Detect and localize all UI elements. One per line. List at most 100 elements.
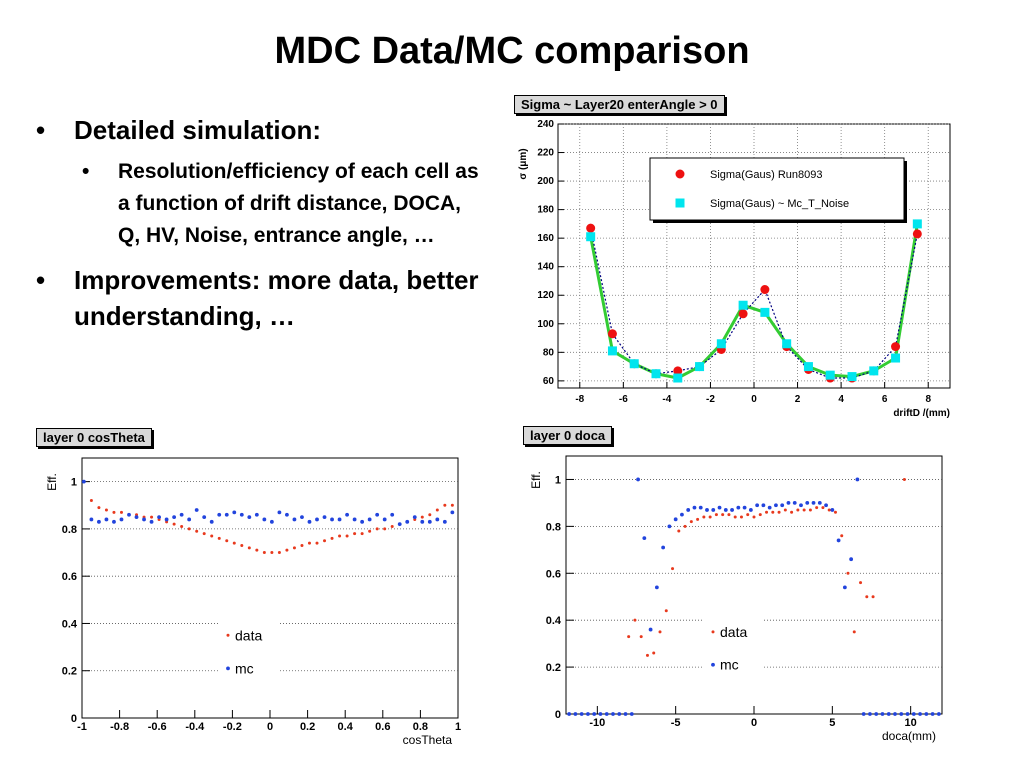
data-point [664, 609, 668, 613]
mc-point [202, 515, 207, 519]
y-axis-label: Eff. [45, 473, 59, 491]
x-tick-label: 0 [751, 394, 757, 405]
legend-mc-label: mc [235, 660, 254, 676]
data-point [255, 548, 259, 552]
costheta-chart: 0 0.2 0.4 0.6 0.8 1 -1 -0.8 -0.6 -0.4 -0.2 0 0.2 0.4 0… [45, 457, 461, 747]
data-point [390, 525, 394, 529]
data-point [645, 653, 649, 657]
data-point [738, 309, 748, 319]
legend-data-label: data [235, 627, 262, 643]
mc-point [930, 712, 935, 716]
legend-mc-label: Sigma(Gaus) ~ Mc_T_Noise [710, 198, 849, 210]
data-point [368, 529, 372, 533]
data-point [683, 524, 687, 528]
data-point [891, 342, 901, 352]
mc-point [736, 505, 741, 510]
mc-point [705, 508, 709, 512]
mc-point [648, 627, 653, 632]
mc-point [692, 505, 697, 510]
mc-point [780, 503, 785, 508]
y-tick-label: 240 [537, 119, 554, 130]
mc-point [405, 519, 410, 524]
mc-point [686, 508, 691, 512]
data-point [607, 329, 617, 339]
data-point [871, 595, 875, 599]
data-point [428, 513, 432, 517]
bullet-item: • Improvements: more data, better unders… [36, 262, 486, 334]
data-point [187, 527, 191, 531]
x-tick-label: -4 [662, 394, 671, 405]
data-point [150, 515, 154, 519]
mc-point [345, 512, 349, 517]
data-point [450, 503, 454, 507]
x-tick-label: 4 [838, 394, 844, 405]
data-point [796, 508, 800, 512]
mc-point [698, 505, 703, 510]
mc-point [262, 517, 267, 522]
data-point [232, 541, 236, 545]
mc-point [209, 519, 214, 524]
data-point [859, 581, 863, 585]
x-tick-label: -0.6 [148, 721, 167, 733]
data-point [912, 229, 922, 239]
mc-point [89, 517, 94, 522]
legend-box [649, 157, 905, 221]
mc-point [277, 510, 282, 515]
x-tick-label: 5 [829, 717, 835, 729]
mc-point [187, 517, 192, 522]
mc-point [855, 477, 860, 482]
data-point [172, 522, 176, 526]
bullet-dot-icon: • [82, 160, 90, 183]
mc-point [868, 712, 872, 716]
mc-point [711, 508, 716, 512]
data-point [262, 551, 266, 555]
mc-point [617, 712, 622, 716]
bullet-list: • Detailed simulation: • Resolution/effi… [36, 112, 486, 342]
data-point [790, 510, 794, 514]
x-tick-label: 1 [455, 721, 461, 733]
mc-point [573, 712, 578, 716]
mc-point [799, 503, 803, 508]
y-tick-label: 220 [537, 148, 554, 159]
mc-point [172, 515, 177, 519]
mc-point [179, 512, 184, 517]
data-point [902, 477, 906, 481]
mc-point [824, 503, 828, 508]
mc-point [774, 503, 778, 508]
y-tick-label: 0 [71, 713, 77, 725]
mc-point [427, 519, 432, 524]
data-point [112, 510, 116, 514]
data-point [627, 635, 631, 639]
mc-point [104, 517, 109, 522]
mc-point [792, 501, 797, 505]
y-tick-label: 160 [537, 233, 554, 244]
mc-point [315, 517, 319, 522]
y-tick-label: 120 [537, 290, 554, 301]
mc-point [667, 524, 672, 529]
mc-point [97, 519, 101, 524]
data-point [765, 510, 769, 514]
mc-point [435, 517, 440, 522]
mc-point [390, 512, 395, 517]
data-point [739, 515, 743, 519]
data-point [89, 499, 93, 503]
y-tick-label: 100 [537, 319, 554, 330]
mc-point [382, 517, 387, 522]
mc-point [936, 712, 941, 716]
mc-point [830, 508, 835, 512]
data-point [696, 517, 700, 521]
bullet-text: Improvements: more data, better understa… [74, 265, 479, 331]
y-axis-label: σ (μm) [518, 148, 529, 179]
mc-point [874, 712, 879, 716]
mc-point [119, 517, 124, 522]
mc-point [292, 517, 297, 522]
data-point [652, 651, 656, 655]
data-point [733, 515, 737, 519]
mc-point [194, 508, 199, 512]
mc-point [127, 512, 131, 517]
mc-point [81, 479, 86, 484]
mc-point [730, 508, 734, 512]
mc-point [842, 585, 847, 590]
mc-point [412, 515, 417, 519]
bullet-dot-icon: • [36, 115, 46, 145]
